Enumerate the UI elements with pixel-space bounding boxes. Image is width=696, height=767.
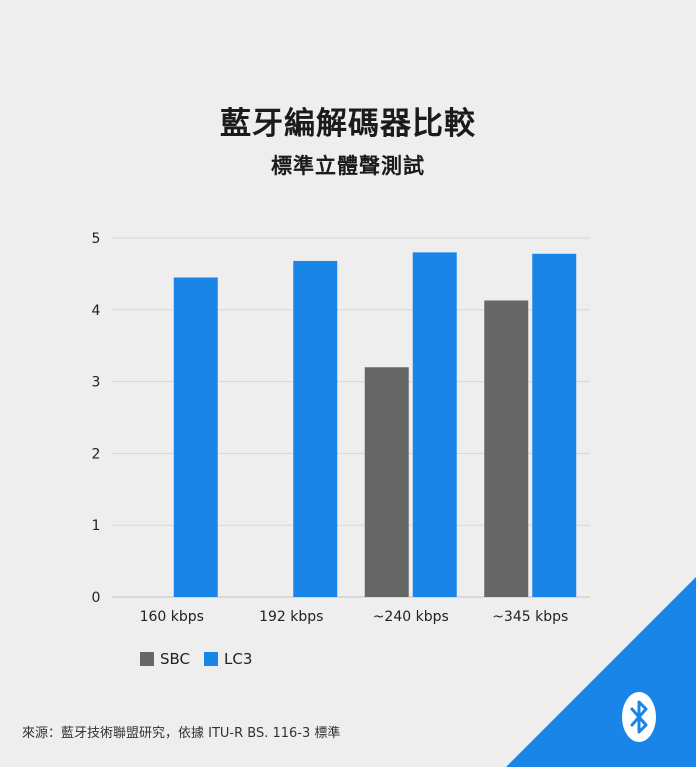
legend: SBC LC3 <box>140 650 266 668</box>
legend-item-lc3: LC3 <box>204 650 252 668</box>
bluetooth-icon <box>622 692 656 742</box>
legend-label-lc3: LC3 <box>224 650 253 668</box>
bar-sbc <box>484 300 529 597</box>
bar-sbc <box>364 367 409 597</box>
y-tick-label: 3 <box>92 375 101 391</box>
source-note: 來源：藍牙技術聯盟研究，依據 ITU-R BS. 116-3 標準 <box>22 726 341 741</box>
chart-title: 藍牙編解碼器比較 <box>220 106 476 142</box>
legend-label-sbc: SBC <box>160 650 191 668</box>
bar-lc3 <box>532 253 577 597</box>
corner-triangle <box>506 577 696 767</box>
x-tick-label: 160 kbps <box>140 609 204 625</box>
chart-subtitle: 標準立體聲測試 <box>271 154 425 178</box>
bar-chart: 0 1 2 3 4 5 160 kbps 192 kbps ~240 kbps ~345 kbps <box>92 231 590 625</box>
y-tick-label: 0 <box>92 590 101 606</box>
y-tick-label: 4 <box>92 303 101 319</box>
x-tick-label: ~240 kbps <box>373 609 449 625</box>
bar-lc3 <box>412 252 457 598</box>
bluetooth-corner-badge <box>506 577 696 767</box>
x-tick-label: ~345 kbps <box>492 609 568 625</box>
y-tick-label: 5 <box>92 231 101 247</box>
bar-lc3 <box>173 277 218 597</box>
bar-lc3 <box>293 260 338 597</box>
x-tick-label: 192 kbps <box>259 609 323 625</box>
y-tick-label: 2 <box>92 446 101 462</box>
legend-item-sbc: SBC <box>140 650 190 668</box>
legend-swatch-lc3 <box>204 652 219 666</box>
y-tick-label: 1 <box>92 518 101 534</box>
legend-swatch-sbc <box>140 652 154 666</box>
